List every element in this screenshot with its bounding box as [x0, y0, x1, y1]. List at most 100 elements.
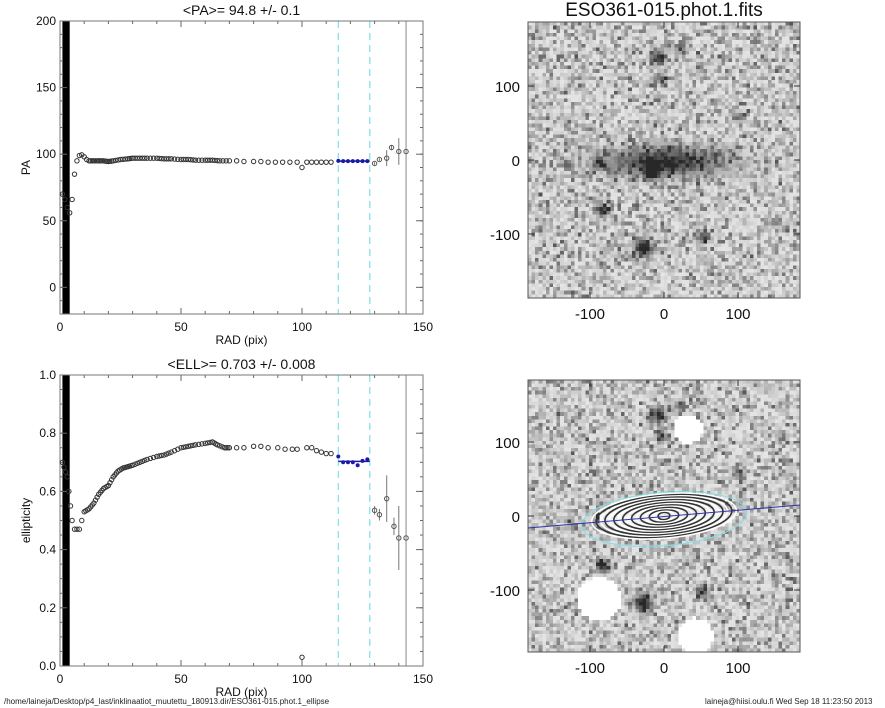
footer-path: /home/laineja/Desktop/p4_last/inklinaati…	[4, 697, 330, 706]
data-point	[183, 444, 189, 450]
data-point	[142, 155, 148, 161]
outer-point	[371, 507, 378, 514]
data-point	[180, 444, 187, 450]
major-axis-line	[527, 504, 801, 529]
data-point	[308, 445, 315, 451]
plot-frame	[59, 20, 424, 315]
outer-point	[396, 148, 402, 155]
data-point	[66, 210, 73, 216]
data-point	[64, 474, 70, 480]
y-tick-label: 200	[36, 14, 56, 28]
data-point	[62, 469, 69, 475]
data-point	[225, 445, 231, 451]
data-point	[166, 156, 172, 162]
y-tick-label: 50	[43, 214, 57, 228]
x-tick-label: 0	[660, 660, 668, 677]
data-point	[154, 453, 160, 460]
data-point	[282, 446, 288, 452]
x-axis-label: RAD (pix)	[215, 685, 267, 699]
data-point	[71, 171, 78, 177]
outer-point	[371, 160, 378, 167]
fit-point	[336, 454, 341, 459]
plot-frame	[59, 374, 424, 667]
data-point	[59, 459, 66, 465]
galaxy-image	[528, 22, 800, 298]
data-point	[64, 204, 70, 211]
data-point	[76, 526, 83, 532]
data-point	[275, 445, 281, 451]
data-point	[67, 503, 74, 509]
data-point	[142, 457, 148, 464]
x-tick-label: 0	[57, 320, 64, 334]
data-point	[147, 155, 154, 161]
data-point	[156, 453, 162, 459]
data-point	[214, 157, 221, 164]
data-point	[299, 164, 305, 171]
x-tick-label: 150	[413, 672, 433, 686]
x-tick-label: 0	[57, 672, 64, 686]
data-point	[279, 159, 286, 165]
data-point	[258, 158, 264, 165]
data-point	[144, 456, 150, 463]
data-point	[147, 455, 154, 462]
data-point	[328, 450, 334, 457]
y-tick-label: 0	[49, 280, 56, 294]
data-point	[313, 159, 320, 165]
y-axis-label: PA	[19, 160, 33, 175]
galaxy-image-axes	[527, 21, 801, 299]
data-point	[171, 156, 178, 162]
outer-point	[403, 535, 409, 541]
data-point	[289, 446, 296, 452]
x-tick-label: 0	[660, 306, 668, 323]
data-point	[178, 445, 184, 451]
data-point	[150, 454, 157, 461]
data-point	[150, 155, 157, 161]
data-point	[250, 158, 257, 165]
data-point	[304, 159, 310, 165]
data-point	[226, 445, 233, 451]
data-point	[175, 446, 181, 452]
outer-point	[376, 156, 383, 163]
data-point	[171, 447, 178, 454]
data-point	[175, 156, 181, 162]
data-point	[233, 445, 240, 451]
image-title: ESO361-015.phot.1.fits	[565, 0, 763, 21]
y-tick-label: 100	[495, 435, 520, 452]
data-point	[59, 191, 66, 197]
data-point	[185, 443, 191, 449]
x-tick-label: 150	[413, 320, 433, 334]
data-point	[199, 157, 205, 163]
data-point	[294, 446, 300, 452]
data-point	[217, 158, 223, 164]
plot-title: <ELL>= 0.703 +/- 0.008	[168, 356, 316, 372]
pa-plot	[59, 20, 424, 315]
data-point	[139, 458, 145, 465]
y-tick-label: 0.2	[39, 601, 56, 615]
data-point	[318, 159, 325, 165]
data-point	[304, 445, 310, 451]
y-tick-label: 150	[36, 81, 56, 95]
image-frame	[527, 21, 801, 299]
data-point	[161, 452, 167, 458]
x-tick-label: -100	[575, 306, 605, 323]
data-point	[223, 158, 229, 164]
data-point	[192, 442, 199, 448]
data-point	[66, 488, 72, 495]
y-tick-label: 100	[36, 147, 56, 161]
data-point	[250, 443, 257, 449]
data-point	[144, 155, 150, 161]
data-point	[112, 157, 119, 164]
outer-point	[396, 535, 402, 541]
data-point	[318, 449, 325, 455]
data-point	[214, 442, 221, 448]
data-point	[196, 441, 202, 448]
data-point	[76, 152, 83, 159]
data-point	[299, 654, 305, 660]
outer-point	[384, 155, 390, 161]
x-tick-label: -100	[575, 660, 605, 677]
data-point	[166, 450, 172, 456]
y-tick-label: 0	[512, 509, 520, 526]
data-point	[129, 462, 136, 468]
data-point	[199, 441, 205, 447]
